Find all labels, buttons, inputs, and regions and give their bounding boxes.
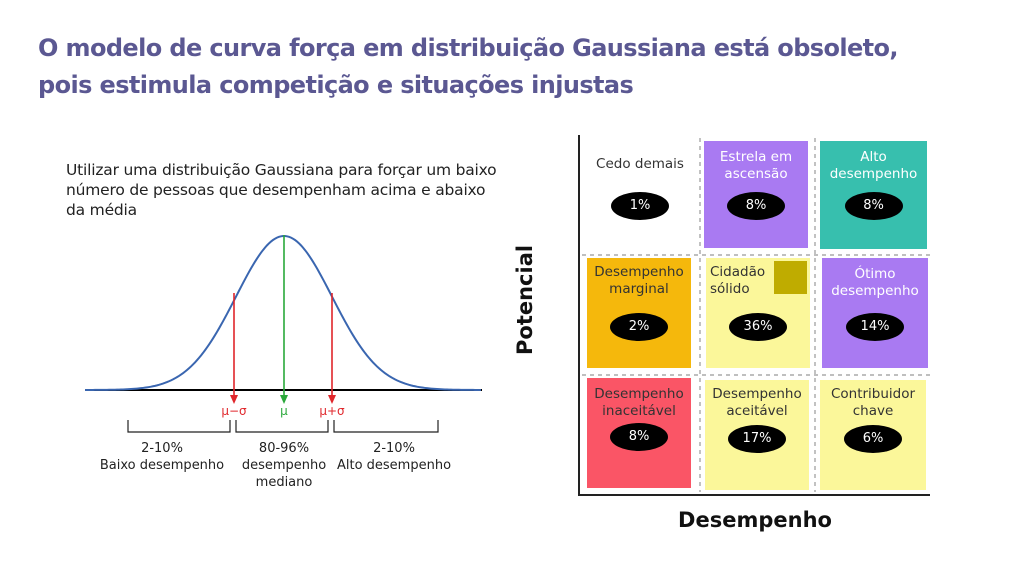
- matrix-cell-percent: 17%: [728, 425, 786, 453]
- marker-label-mu-plus-sigma: μ+σ: [319, 404, 345, 418]
- matrix-cell-label: Cidadão sólido: [710, 264, 766, 297]
- matrix-cell: Desempenho inaceitável 8%: [587, 378, 691, 488]
- range-mid-pct: 80-96%: [258, 441, 310, 456]
- gaussian-curve: μ−σ μ μ+σ: [85, 235, 482, 418]
- sticky-note-square: [774, 261, 807, 294]
- matrix-cell-percent: 36%: [729, 313, 787, 341]
- range-high: 2-10% Alto desempenho: [330, 440, 458, 474]
- marker-label-mu-minus-sigma: μ−σ: [221, 404, 247, 418]
- matrix-cell-percent: 8%: [844, 192, 903, 220]
- range-mid-desc: desempenho mediano: [241, 458, 327, 490]
- matrix-cell: Contribuidor chave 6%: [820, 380, 926, 490]
- x-axis-label: Desempenho: [678, 508, 832, 532]
- matrix-cell: Cidadão sólido 36%: [706, 258, 810, 368]
- slide-title: O modelo de curva força em distribuição …: [38, 30, 998, 104]
- arrow-head-mu: [280, 395, 288, 404]
- matrix-cell-percent: 2%: [610, 313, 668, 341]
- range-mid: 80-96% desempenho mediano: [238, 440, 330, 491]
- matrix-cell-label: Alto desempenho: [829, 149, 918, 182]
- bracket-low: [127, 420, 231, 433]
- range-high-desc: Alto desempenho: [336, 458, 452, 473]
- matrix-cell: Alto desempenho 8%: [820, 141, 927, 249]
- matrix-cell-label: Desempenho marginal: [594, 264, 684, 297]
- range-high-pct: 2-10%: [373, 441, 415, 456]
- range-low-pct: 2-10%: [141, 441, 183, 456]
- matrix-cell: Estrela em ascensão 8%: [704, 141, 808, 248]
- arrow-head-mu-plus-sigma: [328, 395, 336, 404]
- matrix-cell-label: Desempenho aceitável: [712, 386, 802, 419]
- range-brackets: [127, 420, 439, 433]
- matrix-cell-percent: 8%: [727, 192, 785, 220]
- matrix-cell: Ótimo desempenho 14%: [822, 258, 928, 368]
- matrix-cell-label: Estrela em ascensão: [719, 149, 793, 182]
- matrix-cell: Desempenho marginal 2%: [587, 258, 691, 368]
- range-low-desc: Baixo desempenho: [99, 458, 225, 473]
- matrix-cell-percent: 8%: [610, 423, 668, 451]
- matrix-cell-percent: 1%: [611, 192, 669, 220]
- title-line-1: O modelo de curva força em distribuição …: [38, 34, 899, 62]
- matrix-cell-label: Desempenho inaceitável: [594, 386, 684, 419]
- matrix-cell-label: Contribuidor chave: [830, 386, 916, 419]
- matrix-cell-label: Cedo demais: [596, 156, 684, 172]
- title-line-2: pois estimula competição e situações inj…: [38, 71, 634, 99]
- matrix-cell: Desempenho aceitável 17%: [705, 380, 809, 490]
- bracket-high: [333, 420, 439, 433]
- matrix-cell-percent: 14%: [846, 313, 904, 341]
- matrix-cell: Cedo demais 1%: [585, 138, 695, 248]
- marker-label-mu: μ: [280, 404, 288, 418]
- matrix-cell-percent: 6%: [844, 425, 902, 453]
- matrix-cell-label: Ótimo desempenho: [831, 266, 919, 299]
- bell-curve: [85, 235, 482, 391]
- bracket-mid: [235, 420, 329, 433]
- arrow-head-mu-minus-sigma: [230, 395, 238, 404]
- range-low: 2-10% Baixo desempenho: [92, 440, 232, 474]
- intro-text: Utilizar uma distribuição Gaussiana para…: [66, 161, 497, 219]
- y-axis-label: Potencial: [513, 244, 537, 355]
- matrix-grid: [578, 135, 930, 496]
